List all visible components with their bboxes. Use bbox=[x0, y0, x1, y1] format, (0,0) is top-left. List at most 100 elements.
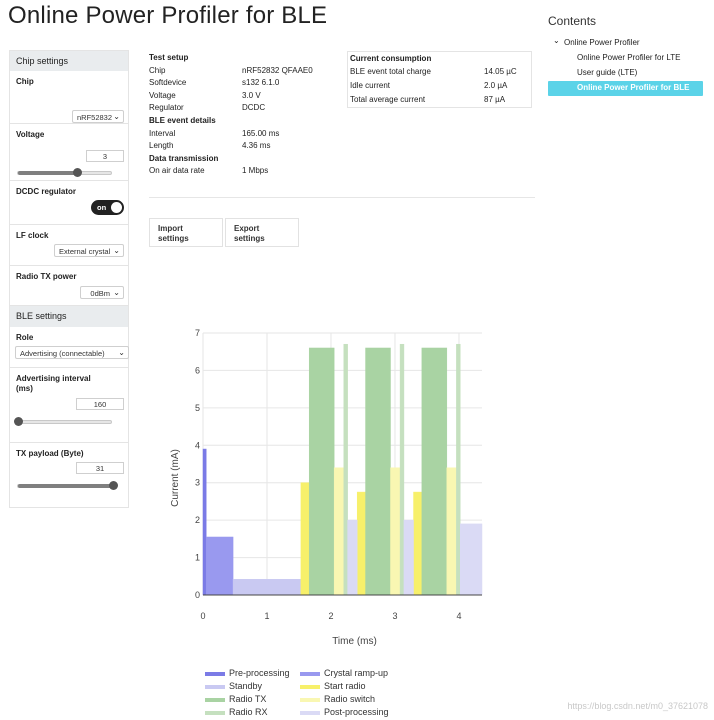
toc-item[interactable]: ⌄ Online Power Profiler bbox=[548, 36, 703, 51]
consumption-key: Total average current bbox=[350, 95, 426, 104]
voltage-slider[interactable] bbox=[17, 168, 112, 177]
ble-settings-header: BLE settings bbox=[10, 306, 128, 327]
voltage-input[interactable]: 3 bbox=[86, 150, 124, 162]
legend-label: Start radio bbox=[324, 681, 366, 691]
data-transmission-key: On air data rate bbox=[149, 166, 205, 176]
bar-segment bbox=[446, 467, 457, 596]
data-transmission-row: On air data rate 1 Mbps bbox=[149, 165, 334, 178]
consumption-value: 87 µA bbox=[484, 95, 506, 104]
test-setup-row: Softdevice s132 6.1.0 bbox=[149, 77, 334, 90]
contents-title: Contents bbox=[548, 14, 597, 28]
x-tick-label: 4 bbox=[456, 611, 461, 621]
ble-event-value: 4.36 ms bbox=[242, 141, 271, 151]
consumption-key: BLE event total charge bbox=[350, 67, 431, 76]
y-tick-label: 7 bbox=[195, 328, 200, 338]
legend-label: Post-processing bbox=[324, 707, 389, 717]
test-setup-panel: Test setup Chip nRF52832 QFAAE0 Softdevice… bbox=[149, 52, 334, 178]
dcdc-toggle-state: on bbox=[97, 203, 107, 212]
advertising-interval-slider-thumb[interactable] bbox=[14, 417, 23, 426]
radio-tx-power-select[interactable]: 0dBm ⌄ bbox=[80, 286, 124, 299]
toc-item[interactable]: Online Power Profiler for BLE bbox=[548, 81, 703, 96]
ble-event-key: Length bbox=[149, 141, 174, 151]
chevron-down-icon: ⌄ bbox=[118, 348, 125, 357]
tx-payload-setting: TX payload (Byte) 31 bbox=[10, 443, 128, 507]
role-select-value: Advertising (connectable) bbox=[20, 349, 105, 358]
chip-setting: Chip nRF52832 ⌄ bbox=[10, 71, 128, 124]
bar-segment bbox=[343, 343, 348, 596]
radio-tx-power-label: Radio TX power bbox=[16, 272, 77, 281]
y-tick-label: 2 bbox=[195, 515, 200, 525]
consumption-row: Total average current 87 µA bbox=[348, 93, 531, 107]
data-transmission-value: 1 Mbps bbox=[242, 166, 269, 176]
advertising-interval-slider[interactable] bbox=[14, 417, 112, 426]
chevron-down-icon: ⌄ bbox=[113, 288, 120, 297]
legend-label: Radio RX bbox=[229, 707, 268, 717]
watermark: https://blog.csdn.net/m0_37621078 bbox=[567, 701, 708, 711]
toc-item-label: Online Power Profiler for LTE bbox=[577, 53, 681, 62]
import-settings-button[interactable]: Import settings bbox=[149, 218, 223, 247]
tx-payload-slider-fill bbox=[18, 484, 113, 488]
toggle-knob bbox=[111, 202, 122, 213]
bar-segment bbox=[399, 343, 405, 596]
role-select[interactable]: Advertising (connectable) ⌄ bbox=[15, 346, 129, 359]
dcdc-setting: DCDC regulator on bbox=[10, 181, 128, 225]
dcdc-toggle[interactable]: on bbox=[91, 200, 124, 215]
advertising-interval-label: Advertising interval (ms) bbox=[16, 374, 91, 393]
chip-select[interactable]: nRF52832 ⌄ bbox=[72, 110, 124, 123]
legend-label: Radio switch bbox=[324, 694, 376, 704]
chevron-down-icon: ⌄ bbox=[553, 36, 560, 45]
settings-sidebar: Chip settings Chip nRF52832 ⌄ Voltage 3 … bbox=[9, 50, 129, 508]
y-tick-label: 3 bbox=[195, 478, 200, 488]
bar-segment bbox=[232, 579, 302, 596]
test-setup-row: Voltage 3.0 V bbox=[149, 90, 334, 103]
chip-settings-header: Chip settings bbox=[10, 51, 128, 71]
x-tick-label: 3 bbox=[392, 611, 397, 621]
bar-segment bbox=[403, 519, 414, 596]
consumption-value: 2.0 µA bbox=[484, 81, 508, 90]
legend-swatch bbox=[300, 711, 320, 715]
x-tick-label: 1 bbox=[264, 611, 269, 621]
voltage-slider-thumb[interactable] bbox=[72, 168, 82, 177]
radio-tx-power-setting: Radio TX power 0dBm ⌄ bbox=[10, 266, 128, 306]
y-tick-label: 0 bbox=[195, 590, 200, 600]
chevron-down-icon: ⌄ bbox=[113, 112, 120, 121]
x-tick-label: 0 bbox=[200, 611, 205, 621]
bar-segment bbox=[333, 467, 345, 596]
legend-swatch bbox=[205, 685, 225, 689]
test-setup-key: Voltage bbox=[149, 90, 176, 100]
tx-payload-slider[interactable] bbox=[17, 481, 118, 490]
chip-select-value: nRF52832 bbox=[77, 113, 113, 122]
data-transmission-header: Data transmission bbox=[149, 153, 219, 163]
radio-tx-power-value: 0dBm bbox=[90, 289, 110, 298]
legend-label: Radio TX bbox=[229, 694, 267, 704]
toc-item-label: User guide (LTE) bbox=[577, 68, 638, 77]
toc-item[interactable]: Online Power Profiler for LTE bbox=[548, 51, 703, 66]
export-settings-button[interactable]: Export settings bbox=[225, 218, 299, 247]
toc-item-label: Online Power Profiler bbox=[564, 38, 640, 47]
x-tick-label: 2 bbox=[328, 611, 333, 621]
tx-payload-slider-thumb[interactable] bbox=[109, 481, 118, 490]
tx-payload-label: TX payload (Byte) bbox=[16, 449, 84, 458]
current-chart: 0 1 2 3 4 5 6 7 0 1 2 3 4 Time (ms) Current (mA) bbox=[170, 328, 483, 647]
tx-payload-input[interactable]: 31 bbox=[76, 462, 124, 474]
voltage-setting: Voltage 3 bbox=[10, 124, 128, 181]
dcdc-label: DCDC regulator bbox=[16, 187, 77, 196]
toc-item[interactable]: User guide (LTE) bbox=[548, 66, 703, 81]
ble-event-row: Interval 165.00 ms bbox=[149, 128, 334, 141]
advertising-interval-input[interactable]: 160 bbox=[76, 398, 124, 410]
current-consumption-header: Current consumption bbox=[350, 54, 432, 63]
test-setup-value: s132 6.1.0 bbox=[242, 78, 280, 88]
lf-clock-select[interactable]: External crystal ⌄ bbox=[54, 244, 124, 257]
bar-segment bbox=[356, 491, 366, 596]
ble-event-details-header: BLE event details bbox=[149, 115, 216, 125]
legend-label: Crystal ramp-up bbox=[324, 668, 389, 678]
test-setup-value: nRF52832 QFAAE0 bbox=[242, 65, 313, 75]
y-tick-label: 4 bbox=[195, 440, 200, 450]
bar-segment bbox=[456, 343, 461, 596]
test-setup-row: Chip nRF52832 QFAAE0 bbox=[149, 65, 334, 78]
lf-clock-setting: LF clock External crystal ⌄ bbox=[10, 225, 128, 266]
y-tick-label: 5 bbox=[195, 403, 200, 413]
test-setup-row: Regulator DCDC bbox=[149, 102, 334, 115]
test-setup-key: Chip bbox=[149, 65, 166, 75]
test-setup-key: Regulator bbox=[149, 103, 184, 113]
